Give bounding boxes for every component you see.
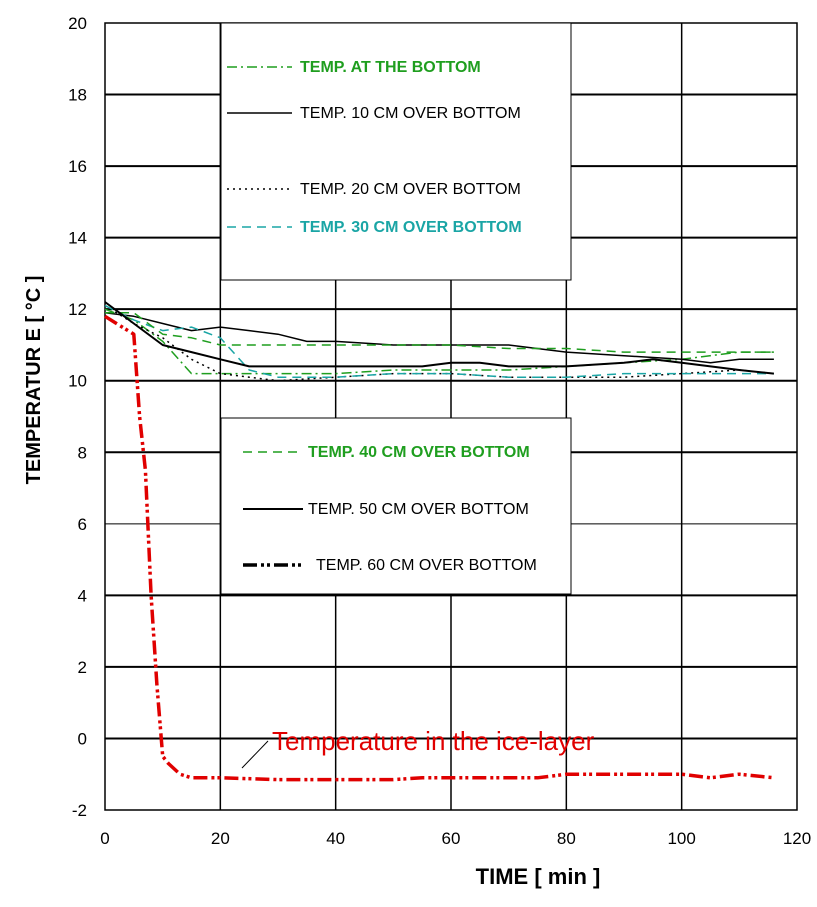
y-tick-label: 14	[68, 229, 87, 248]
x-tick-label: 20	[211, 829, 230, 848]
x-tick-label: 60	[442, 829, 461, 848]
legend-label: TEMP. 60 CM OVER BOTTOM	[316, 557, 537, 574]
y-tick-label: 18	[68, 86, 87, 105]
annotation-text: Temperature in the ice-layer	[272, 726, 595, 756]
series-line-4	[104, 304, 774, 378]
legend-label: TEMP. 20 CM OVER BOTTOM	[300, 181, 521, 198]
x-tick-label: 80	[557, 829, 576, 848]
y-tick-label: -2	[72, 801, 87, 820]
y-tick-label: 8	[78, 443, 87, 462]
series-line-2	[104, 312, 774, 364]
legend-label: TEMP. 40 CM OVER BOTTOM	[308, 444, 530, 461]
series-line-6	[104, 301, 775, 375]
x-tick-label: 120	[783, 829, 811, 848]
y-tick-label: 0	[78, 729, 87, 748]
y-axis-label: TEMPERATUR E [ °C ]	[23, 276, 45, 485]
legend-label: TEMP. 50 CM OVER BOTTOM	[308, 501, 529, 518]
annotation-leader	[241, 740, 269, 769]
y-tick-label: 6	[78, 515, 87, 534]
y-tick-label: 16	[68, 157, 87, 176]
legend-top-box	[220, 22, 572, 281]
x-tick-label: 0	[100, 829, 109, 848]
series-line-5	[105, 312, 774, 353]
legend-label: TEMP. AT THE BOTTOM	[300, 59, 481, 76]
legend-items: TEMP. AT THE BOTTOM TEMP. 10 CM OVER BOTT…	[227, 59, 537, 574]
series-lines	[104, 301, 775, 782]
series-line-3	[104, 304, 774, 382]
x-tick-label: 100	[667, 829, 695, 848]
legend-label: TEMP. 30 CM OVER BOTTOM	[300, 219, 522, 236]
x-axis-label: TIME [ min ]	[476, 864, 601, 889]
legend-label: TEMP. 10 CM OVER BOTTOM	[300, 105, 521, 122]
y-tick-label: 4	[78, 586, 87, 605]
x-tick-label: 40	[326, 829, 345, 848]
y-tick-label: 12	[68, 300, 87, 319]
y-tick-label: 10	[68, 372, 87, 391]
y-tick-label: 20	[68, 14, 87, 33]
y-tick-label: 2	[78, 658, 87, 677]
tick-labels: 0 20 40 60 80 100 120 -2 0 2 4 6 8 10 12 14 16 18 20	[68, 14, 811, 848]
